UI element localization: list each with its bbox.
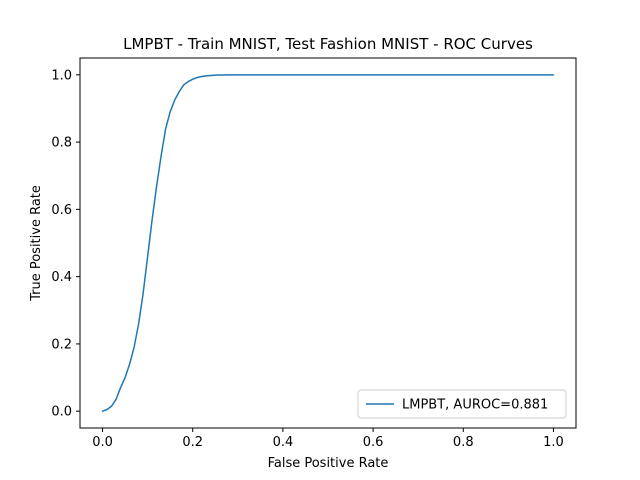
legend-box [357, 389, 567, 419]
y-tick-label: 0.2 [51, 337, 72, 352]
chart-title: LMPBT - Train MNIST, Test Fashion MNIST … [123, 35, 533, 53]
x-axis-label: False Positive Rate [268, 456, 389, 471]
legend-entry-label: LMPBT, AUROC=0.881 [402, 398, 548, 413]
x-tick-label: 0.2 [182, 435, 203, 450]
legend: LMPBT, AUROC=0.881 [357, 389, 567, 419]
x-tick-label: 1.0 [543, 435, 564, 450]
y-tick-label: 1.0 [51, 68, 72, 83]
x-tick-label: 0.4 [273, 435, 294, 450]
y-tick-label: 0.4 [51, 270, 72, 285]
x-tick-label: 0.0 [92, 435, 113, 450]
x-tick-label: 0.8 [453, 435, 474, 450]
y-axis: 0.0 0.2 0.4 0.6 0.8 1.0 [51, 68, 80, 420]
y-tick-label: 0.0 [51, 405, 72, 420]
roc-curve-line [101, 74, 555, 412]
x-tick-label: 0.6 [363, 435, 384, 450]
y-tick-label: 0.6 [51, 203, 72, 218]
y-tick-label: 0.8 [51, 136, 72, 151]
plot-area [101, 74, 555, 412]
axes-frame [79, 57, 577, 429]
x-axis: 0.0 0.2 0.4 0.6 0.8 1.0 [92, 428, 564, 450]
y-axis-label: True Positive Rate [29, 185, 44, 302]
